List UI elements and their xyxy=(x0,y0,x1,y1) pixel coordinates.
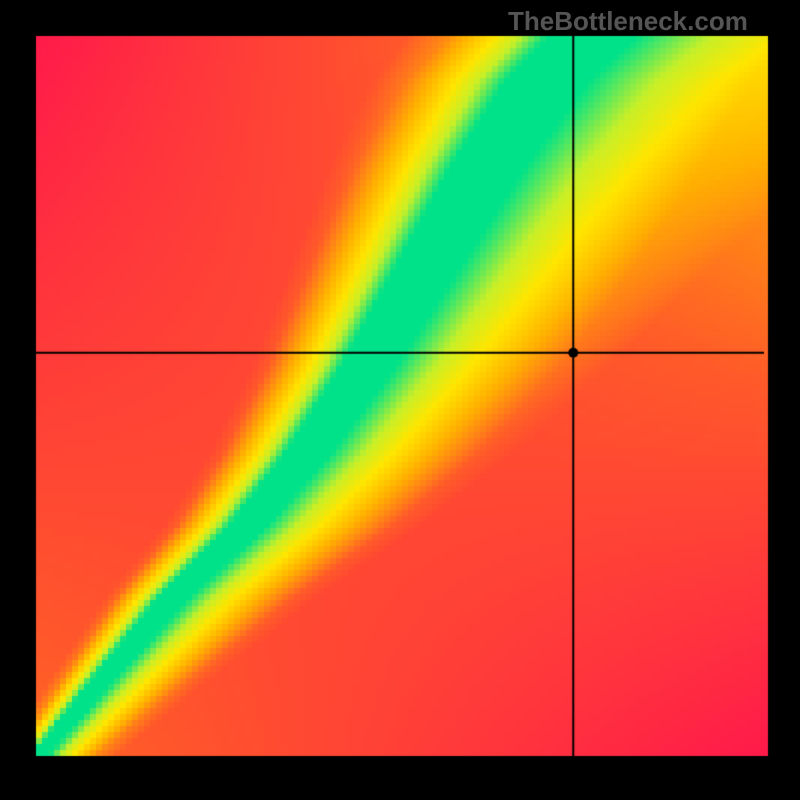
chart-container: TheBottleneck.com xyxy=(0,0,800,800)
heatmap-canvas xyxy=(0,0,800,800)
